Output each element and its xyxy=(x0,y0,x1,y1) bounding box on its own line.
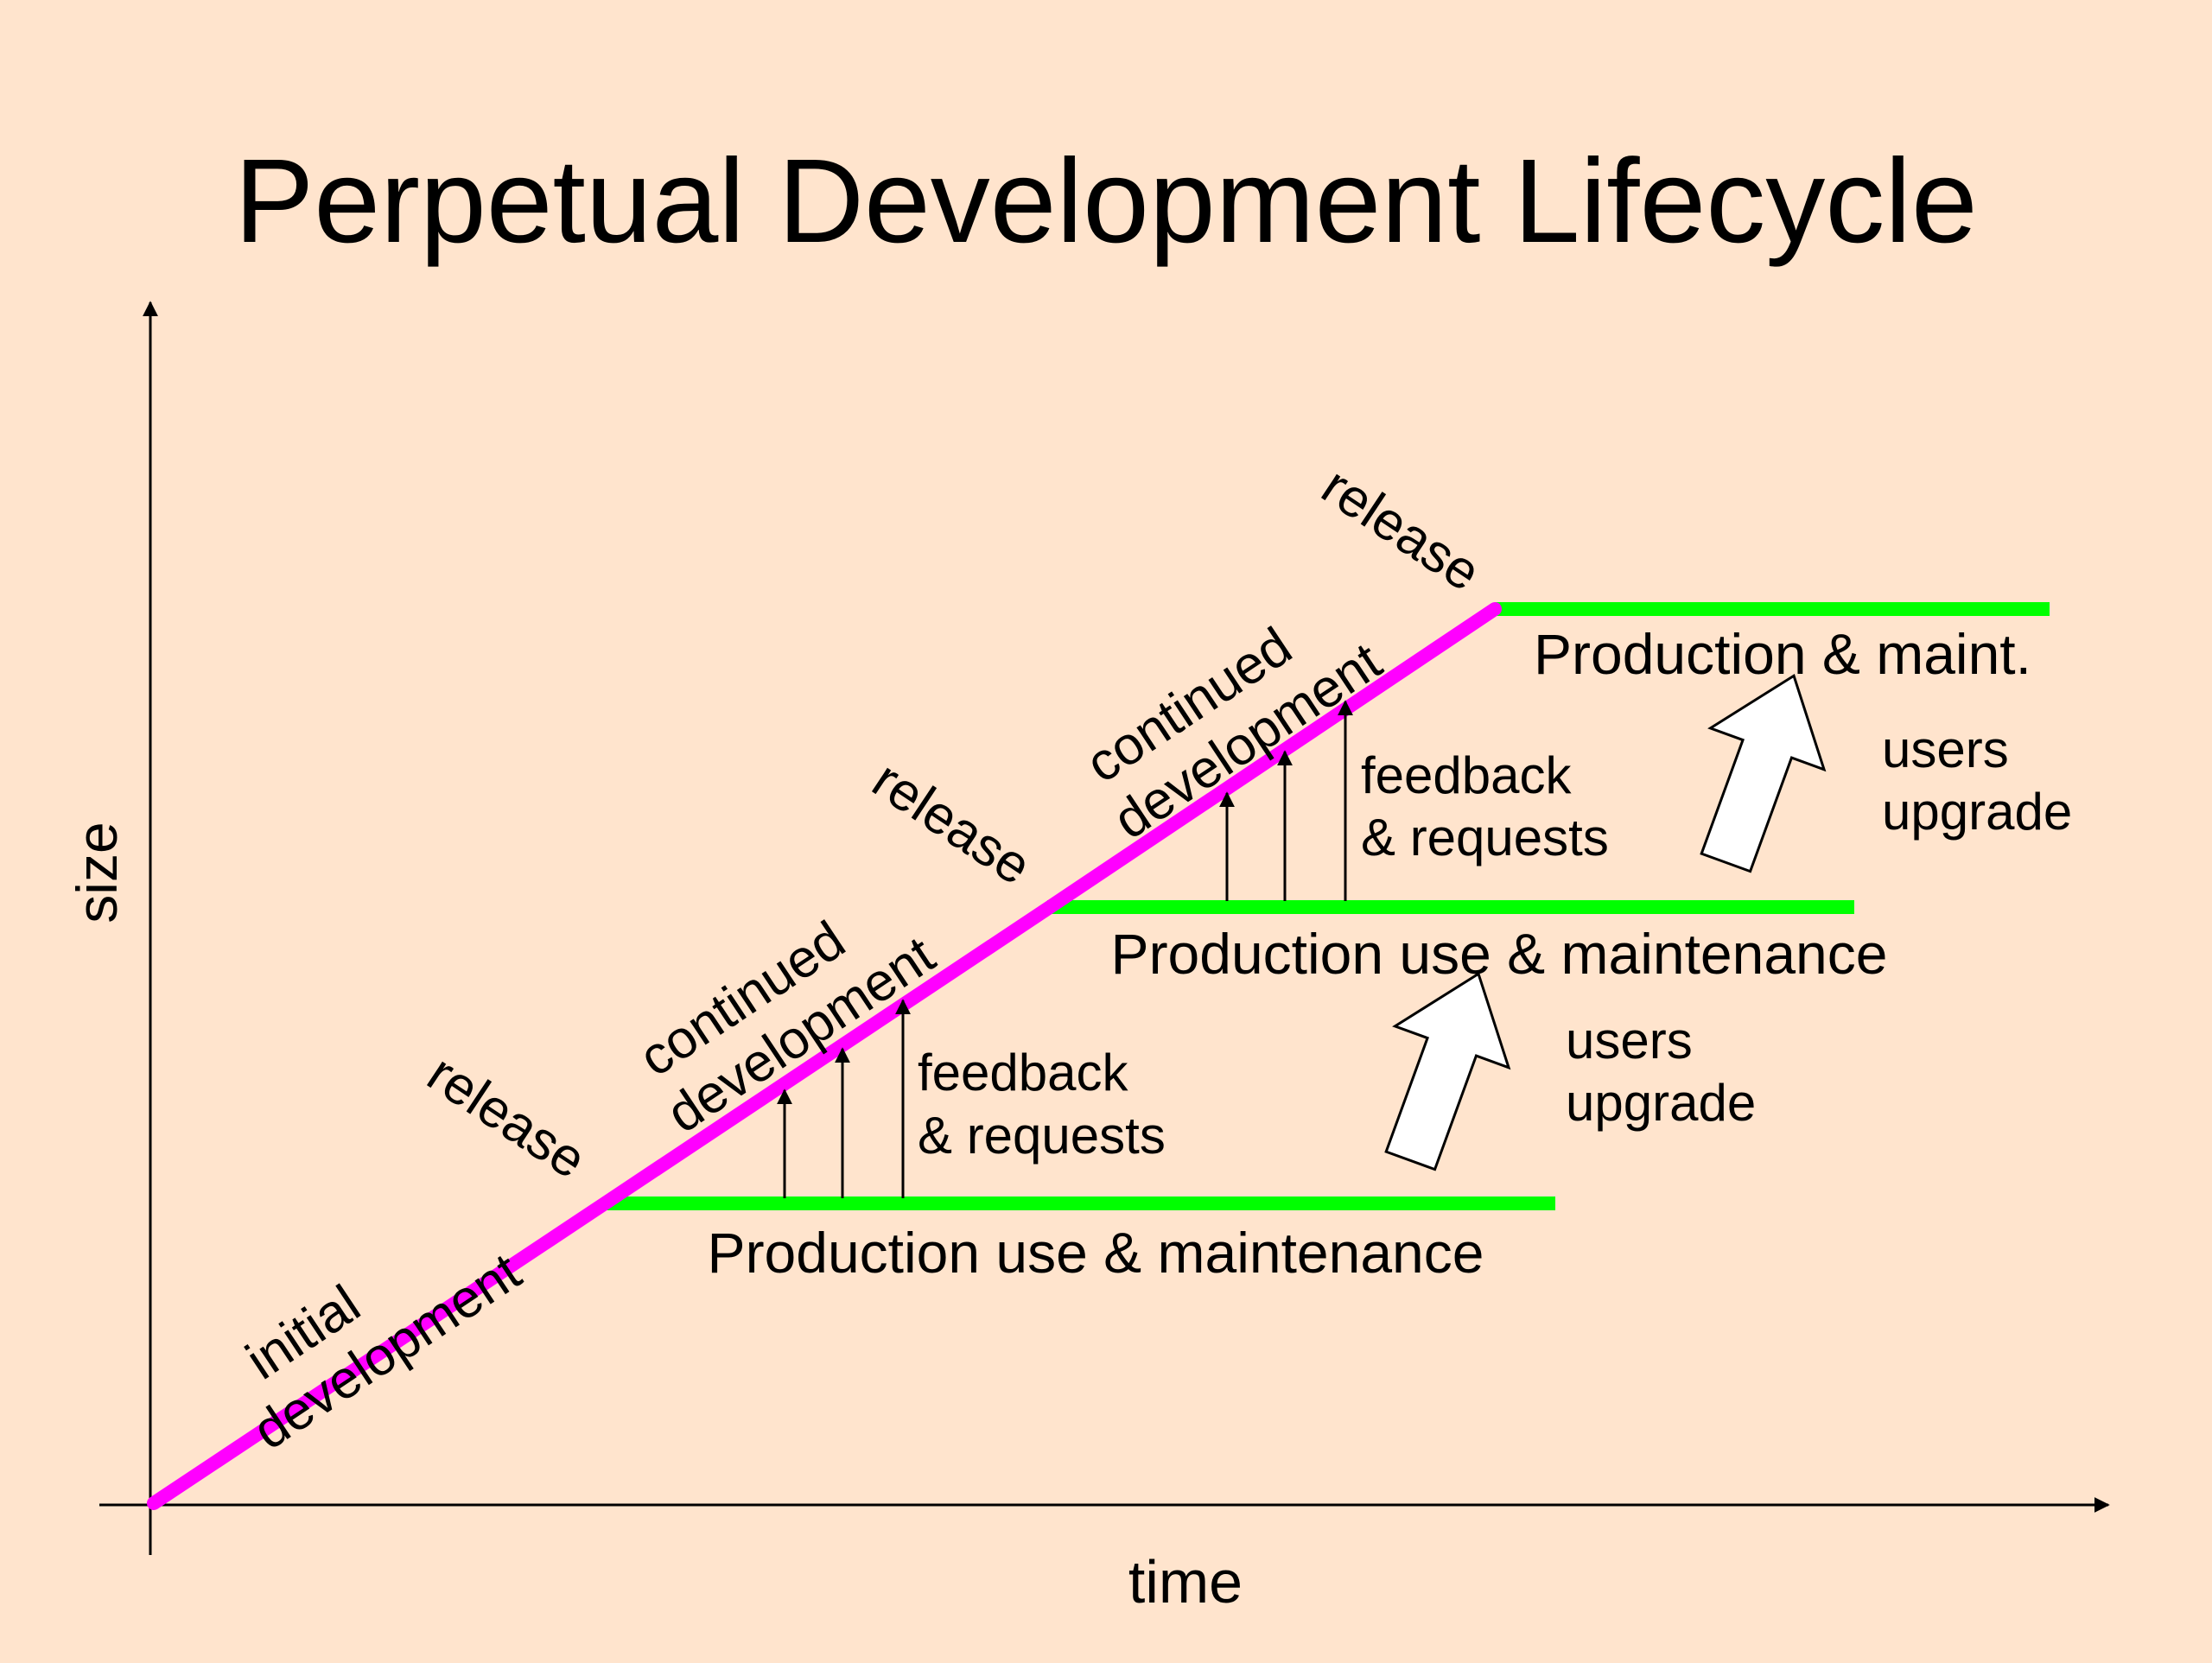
users-upgrade-line1: users xyxy=(1566,1012,1693,1070)
production-label-1: Production use & maintenance xyxy=(708,1221,1484,1285)
y-axis-label: size xyxy=(65,822,129,923)
production-label-2: Production use & maintenance xyxy=(1111,922,1888,986)
feedback-label-1: feedback & requests xyxy=(918,1044,1166,1165)
users-upgrade-label-1: users upgrade xyxy=(1566,1012,1756,1132)
x-axis-label: time xyxy=(1128,1548,1243,1615)
feedback-label-line1: feedback xyxy=(1361,746,1573,804)
release-label-2: release xyxy=(862,750,1042,897)
production-label-3: Production & maint. xyxy=(1534,622,2031,686)
initial-development-label: initial development xyxy=(208,1190,531,1462)
feedback-label-2: feedback & requests xyxy=(1361,746,1609,866)
upgrade-arrow-2 xyxy=(1700,673,1827,873)
release-label-1: release xyxy=(417,1044,597,1190)
users-upgrade-label-2: users upgrade xyxy=(1882,720,2072,841)
users-upgrade-line1: users xyxy=(1882,720,2009,778)
feedback-label-line1: feedback xyxy=(918,1044,1129,1101)
users-upgrade-line2: upgrade xyxy=(1566,1074,1756,1132)
upgrade-arrow-1 xyxy=(1384,971,1511,1171)
development-line xyxy=(147,602,1502,1510)
feedback-label-line2: & requests xyxy=(918,1107,1166,1165)
page-title: Perpetual Development Lifecycle xyxy=(234,135,1977,268)
users-upgrade-line2: upgrade xyxy=(1882,783,2072,841)
release-label-3: release xyxy=(1312,456,1491,603)
feedback-label-line2: & requests xyxy=(1361,809,1609,866)
